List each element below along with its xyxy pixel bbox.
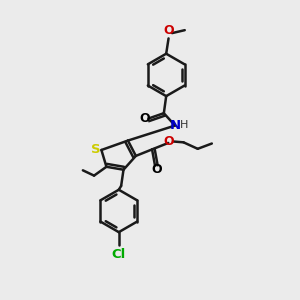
Text: N: N bbox=[169, 119, 181, 132]
Text: O: O bbox=[152, 163, 162, 176]
Text: O: O bbox=[139, 112, 150, 125]
Text: O: O bbox=[164, 24, 175, 37]
Text: S: S bbox=[91, 143, 100, 156]
Text: H: H bbox=[180, 120, 188, 130]
Text: Cl: Cl bbox=[112, 248, 126, 261]
Text: O: O bbox=[164, 135, 175, 148]
